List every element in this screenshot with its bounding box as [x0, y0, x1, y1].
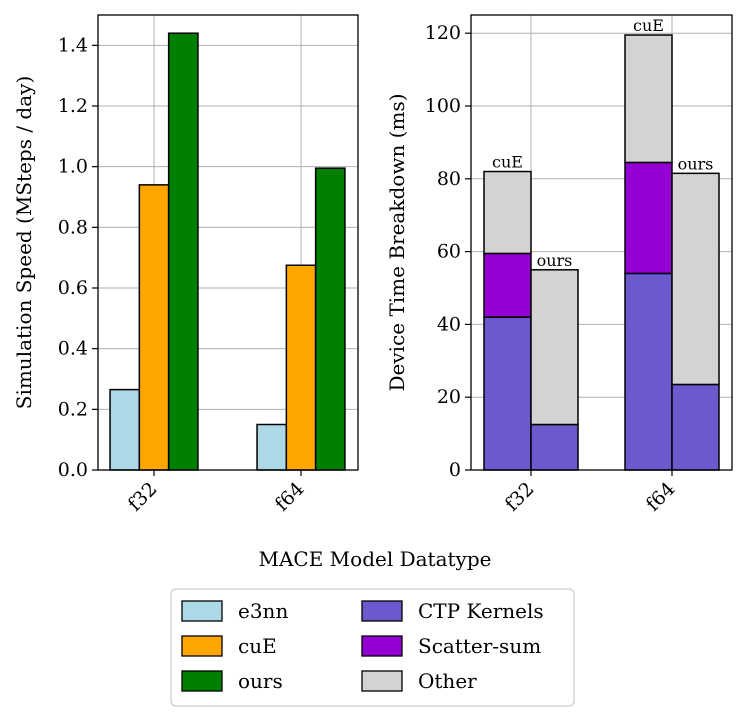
- right-y-tick-label: 0: [449, 459, 461, 481]
- right-bar-ours-f32-other: [530, 269, 579, 426]
- legend-swatch-ours: [181, 670, 223, 692]
- left-y-tick-label: 1.2: [58, 95, 88, 117]
- left-x-tick-label: f64: [271, 478, 309, 516]
- left-y-tick-label: 0.4: [58, 338, 88, 360]
- legend-swatch-ctp-kernels: [361, 600, 403, 622]
- right-y-axis-label: Device Time Breakdown (ms): [385, 93, 409, 391]
- left-y-tick-label: 0.0: [58, 459, 88, 481]
- right-y-tick-label: 120: [425, 22, 461, 44]
- legend-swatch-cue: [181, 635, 223, 657]
- left-y-tick-label: 0.8: [58, 216, 88, 238]
- right-bar-total-label: cuE: [492, 153, 523, 172]
- left-y-tick-label: 1.4: [58, 34, 88, 56]
- right-bar-cuE-f64-scatter-sum: [624, 161, 673, 275]
- left-bar-ours-f64: [314, 167, 346, 471]
- right-bar-ours-f64-other: [671, 172, 720, 386]
- legend-swatch-e3nn: [181, 600, 223, 622]
- legend: e3nn cuE ours CTP Kernels Scatter-sum Other: [181, 599, 544, 693]
- right-bar-ours-f64-ctp-kernels: [671, 383, 720, 471]
- right-y-tick-label: 100: [425, 95, 461, 117]
- right-y-tick-label: 20: [437, 386, 461, 408]
- left-bar-cuE-f64: [285, 264, 317, 471]
- legend-label: cuE: [238, 634, 277, 658]
- right-bar-cuE-f64-other: [624, 34, 673, 164]
- right-bar-ours-f32-ctp-kernels: [530, 423, 579, 471]
- left-x-tick-label: f32: [124, 478, 162, 516]
- x-axis-label: MACE Model Datatype: [259, 547, 492, 571]
- right-bar-total-label: cuE: [633, 16, 664, 35]
- right-bar-total-label: ours: [537, 251, 573, 270]
- legend-label: ours: [238, 669, 283, 693]
- left-y-axis-label: Simulation Speed (MSteps / day): [12, 76, 36, 410]
- right-bar-cuE-f32-other: [483, 170, 532, 255]
- left-y-tick-label: 0.6: [58, 277, 88, 299]
- right-bar-cuE-f64-ctp-kernels: [624, 272, 673, 471]
- legend-swatch-other: [361, 670, 403, 692]
- legend-label: Scatter-sum: [418, 634, 541, 658]
- left-bar-e3nn-f32: [109, 388, 141, 471]
- legend-swatch-scatter-sum: [361, 635, 403, 657]
- right-axes-frame: [470, 14, 733, 471]
- legend-label: CTP Kernels: [418, 599, 544, 623]
- right-bar-cuE-f32-scatter-sum: [483, 252, 532, 318]
- right-x-tick-label: f32: [501, 478, 539, 516]
- legend-label: e3nn: [238, 599, 288, 623]
- right-y-tick-label: 40: [437, 313, 461, 335]
- right-y-tick-label: 80: [437, 168, 461, 190]
- left-y-tick-label: 0.2: [58, 398, 88, 420]
- left-bar-ours-f32: [167, 32, 199, 471]
- left-y-tick-label: 1.0: [58, 156, 88, 178]
- left-bar-e3nn-f64: [256, 423, 288, 471]
- right-bar-cuE-f32-ctp-kernels: [483, 316, 532, 471]
- legend-label: Other: [418, 669, 477, 693]
- right-bar-total-label: ours: [678, 154, 714, 173]
- right-y-tick-label: 60: [437, 241, 461, 263]
- left-axes-frame: [97, 14, 359, 471]
- left-bar-cuE-f32: [138, 184, 170, 471]
- right-x-tick-label: f64: [642, 478, 680, 516]
